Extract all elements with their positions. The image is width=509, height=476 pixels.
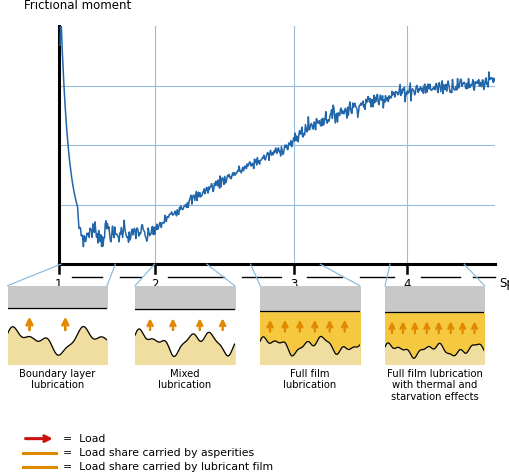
Text: =  Load: = Load	[63, 434, 105, 444]
Text: 4: 4	[403, 278, 410, 291]
Text: Speed: Speed	[498, 277, 509, 290]
Text: 1: 1	[55, 278, 62, 291]
Text: Mixed
lubrication: Mixed lubrication	[158, 369, 211, 390]
Text: 2: 2	[151, 278, 158, 291]
Text: =  Load share carried by lubricant film: = Load share carried by lubricant film	[63, 462, 272, 472]
Text: Full film lubrication
with thermal and
starvation effects: Full film lubrication with thermal and s…	[386, 369, 482, 402]
Text: Full film
lubrication: Full film lubrication	[282, 369, 336, 390]
Text: Frictional moment: Frictional moment	[24, 0, 131, 12]
Text: =  Load share carried by asperities: = Load share carried by asperities	[63, 448, 253, 458]
Text: Boundary layer
lubrication: Boundary layer lubrication	[19, 369, 95, 390]
Text: 3: 3	[290, 278, 297, 291]
